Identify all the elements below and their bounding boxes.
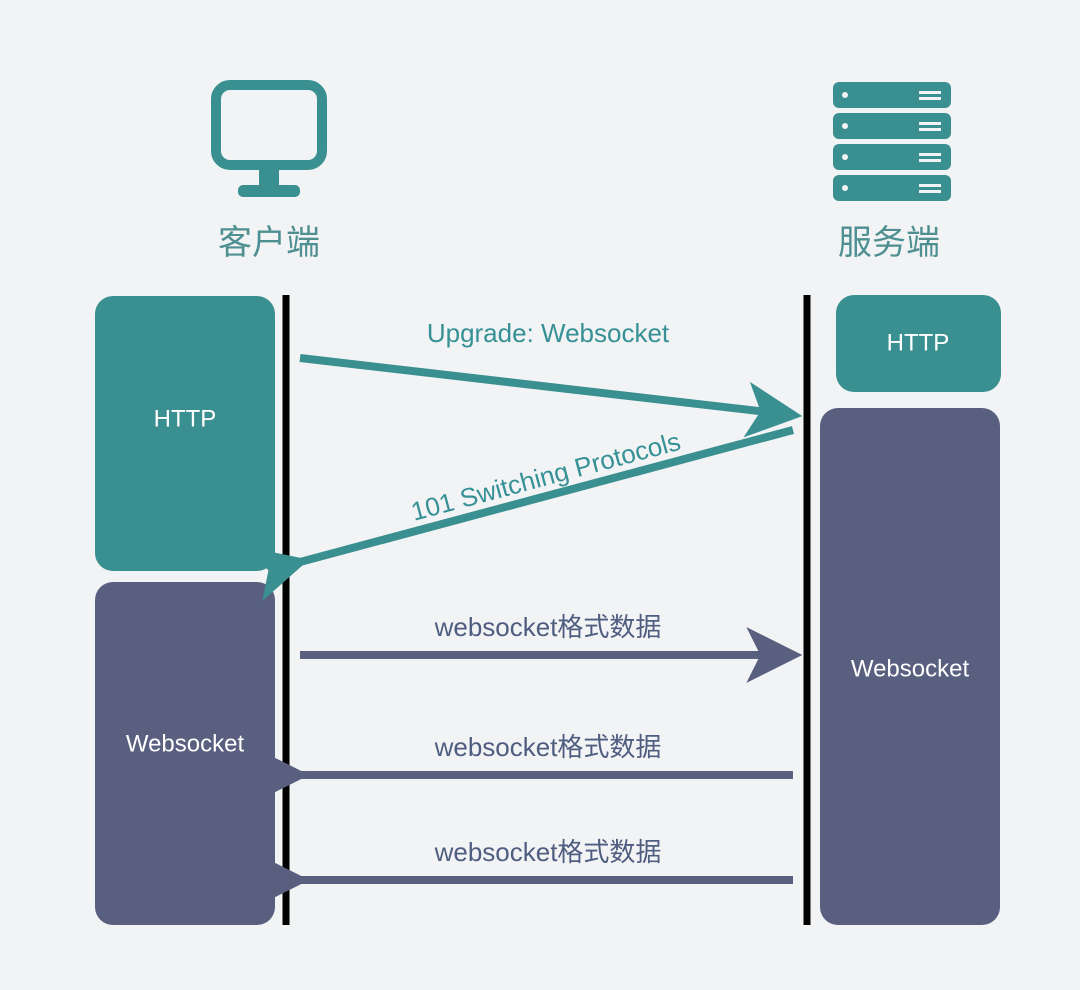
arrow-switching-label: 101 Switching Protocols xyxy=(408,426,684,527)
arrow-ws3-label: websocket格式数据 xyxy=(434,837,662,867)
arrow-upgrade xyxy=(300,358,793,415)
server-ws-label: Websocket xyxy=(851,655,970,682)
arrow-upgrade-label: Upgrade: Websocket xyxy=(427,318,670,348)
client-http-label: HTTP xyxy=(154,405,217,432)
monitor-icon xyxy=(216,85,322,197)
diagram-svg: HTTP Websocket HTTP Websocket Upgrade: W… xyxy=(0,0,1080,990)
client-http-box xyxy=(95,296,275,571)
arrow-switching xyxy=(300,430,793,562)
server-icon xyxy=(833,82,951,201)
arrow-ws1-label: websocket格式数据 xyxy=(434,612,662,642)
server-http-label: HTTP xyxy=(887,329,950,356)
client-ws-label: Websocket xyxy=(126,730,245,757)
arrow-ws2-label: websocket格式数据 xyxy=(434,732,662,762)
